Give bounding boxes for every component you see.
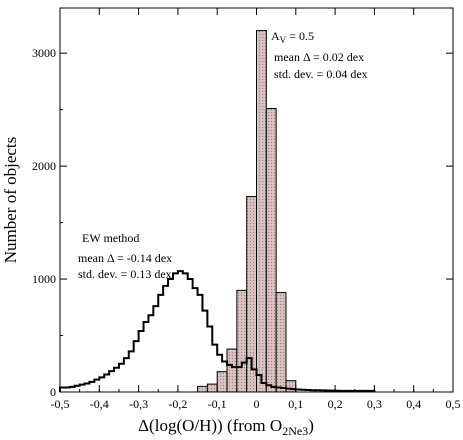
y-tick-label: 2000 bbox=[32, 159, 56, 173]
hist-bar bbox=[197, 385, 208, 393]
bars-layer bbox=[197, 30, 297, 393]
svg-text:AV = 0.5: AV = 0.5 bbox=[271, 29, 314, 45]
x-tick-label: 0,5 bbox=[446, 397, 461, 411]
x-tick-label: -0,2 bbox=[168, 397, 187, 411]
hist-bar bbox=[216, 371, 228, 393]
x-tick-label: 0,4 bbox=[406, 397, 421, 411]
hist-bar bbox=[256, 30, 267, 393]
lines-layer bbox=[59, 270, 376, 392]
annotation-av-std: std. dev. = 0.04 dex bbox=[274, 67, 368, 81]
ew-method-histogram-step bbox=[59, 270, 376, 392]
hist-bar bbox=[206, 383, 218, 393]
x-axis-title: Δ(log(O/H)) (from O2Ne3) bbox=[138, 416, 314, 438]
x-tick-label: 0,1 bbox=[288, 397, 303, 411]
annotation-av-mean: mean Δ = 0.02 dex bbox=[274, 50, 364, 64]
x-tick-label: 0,2 bbox=[328, 397, 343, 411]
y-tick-label: 1000 bbox=[32, 272, 56, 286]
annotation-av: AV = 0.5 mean Δ = 0.02 dex std. dev. = 0… bbox=[271, 29, 368, 81]
hist-bar bbox=[275, 292, 287, 393]
x-tick-label: -0,5 bbox=[51, 397, 70, 411]
x-tick-label: 0,3 bbox=[367, 397, 382, 411]
annotation-ew-mean: mean Δ = -0.14 dex bbox=[78, 251, 172, 265]
x-tick-label: -0,1 bbox=[208, 397, 227, 411]
x-tick-label: -0,3 bbox=[129, 397, 148, 411]
y-tick-label: 0 bbox=[50, 385, 56, 399]
y-axis-ticks: 0 1000 2000 3000 bbox=[32, 46, 453, 399]
hist-bar bbox=[285, 380, 297, 393]
annotation-ew-title: EW method bbox=[82, 231, 139, 245]
y-axis-title: Number of objects bbox=[1, 137, 20, 264]
x-tick-label: 0 bbox=[254, 397, 260, 411]
hist-bar bbox=[226, 348, 238, 393]
hist-bar bbox=[236, 289, 248, 393]
annotation-ew-std: std. dev. = 0.13 dex bbox=[78, 267, 172, 281]
hist-bar bbox=[265, 108, 277, 393]
y-tick-label: 3000 bbox=[32, 46, 56, 60]
x-axis-ticks: -0,5 -0,4 -0,3 -0,2 -0,1 0 0,1 0,2 0,3 0,4 0,5 bbox=[51, 8, 461, 411]
x-tick-label: -0,4 bbox=[90, 397, 109, 411]
annotation-ew: EW method mean Δ = -0.14 dex std. dev. =… bbox=[78, 231, 172, 281]
